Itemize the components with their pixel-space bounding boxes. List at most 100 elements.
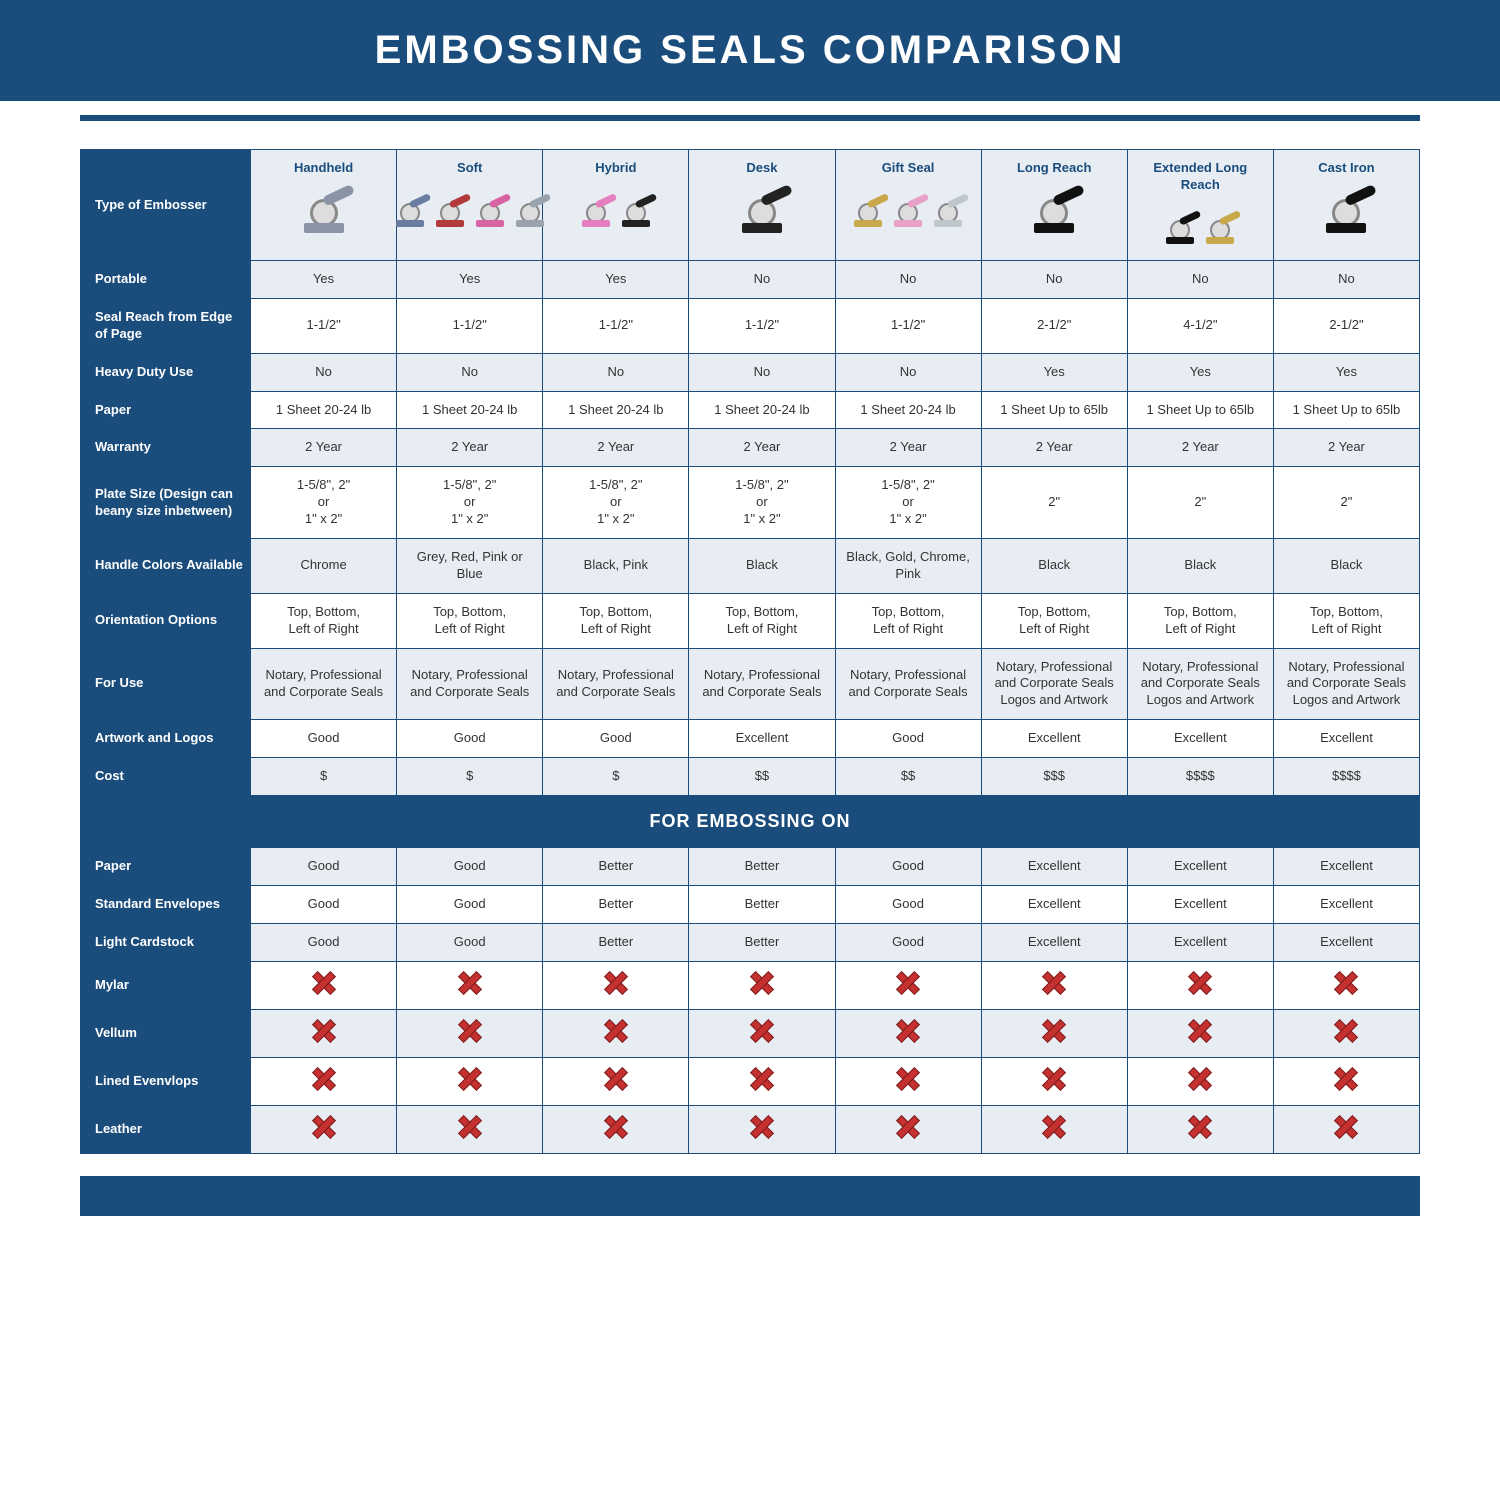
embosser-icon — [930, 183, 966, 227]
table-cell: Top, Bottom, Left of Right — [981, 593, 1127, 648]
table-cell: Excellent — [1127, 720, 1273, 758]
table-cell — [981, 1009, 1127, 1057]
table-row: Paper1 Sheet 20-24 lb1 Sheet 20-24 lb1 S… — [81, 391, 1420, 429]
table-cell: 1-1/2" — [543, 298, 689, 353]
table-cell: Excellent — [1127, 848, 1273, 886]
table-cell: Excellent — [1273, 924, 1419, 962]
table-cell: $ — [543, 758, 689, 796]
table-cell: 1 Sheet 20-24 lb — [543, 391, 689, 429]
table-cell: Black — [1127, 539, 1273, 594]
row-label: Artwork and Logos — [81, 720, 251, 758]
table-cell: Yes — [981, 353, 1127, 391]
table-cell: No — [397, 353, 543, 391]
table-cell: Black, Pink — [543, 539, 689, 594]
table-cell: 2" — [1127, 467, 1273, 539]
embosser-icon — [578, 183, 614, 227]
table-cell — [543, 1105, 689, 1153]
embosser-icon — [1202, 200, 1238, 244]
table-cell: Grey, Red, Pink or Blue — [397, 539, 543, 594]
table-cell — [397, 1105, 543, 1153]
not-supported-icon — [605, 1068, 627, 1090]
table-cell: No — [1273, 261, 1419, 299]
table-cell: Good — [397, 886, 543, 924]
row-label: Portable — [81, 261, 251, 299]
table-cell: $ — [397, 758, 543, 796]
table-cell: No — [835, 353, 981, 391]
row-label: Cost — [81, 758, 251, 796]
embosser-icon — [890, 183, 926, 227]
not-supported-icon — [605, 972, 627, 994]
table-cell: 1-1/2" — [689, 298, 835, 353]
column-header: Extended Long Reach — [1127, 150, 1273, 261]
table-cell: Excellent — [1273, 720, 1419, 758]
table-cell: Excellent — [981, 886, 1127, 924]
table-row: Standard EnvelopesGoodGoodBetterBetterGo… — [81, 886, 1420, 924]
embosser-icon — [296, 183, 352, 233]
embosser-icon — [1318, 183, 1374, 233]
not-supported-icon — [897, 1116, 919, 1138]
table-cell — [981, 962, 1127, 1010]
title-divider — [80, 115, 1420, 121]
table-cell: Good — [251, 924, 397, 962]
table-cell — [1273, 962, 1419, 1010]
table-cell: 1 Sheet 20-24 lb — [835, 391, 981, 429]
column-header: Gift Seal — [835, 150, 981, 261]
table-cell: Good — [251, 720, 397, 758]
table-row: For UseNotary, Professional and Corporat… — [81, 648, 1420, 720]
table-row: Seal Reach from Edge of Page1-1/2"1-1/2"… — [81, 298, 1420, 353]
table-cell: 2 Year — [397, 429, 543, 467]
not-supported-icon — [751, 1020, 773, 1042]
table-cell: Black — [689, 539, 835, 594]
table-cell: $$ — [835, 758, 981, 796]
table-cell: $$ — [689, 758, 835, 796]
table-cell: 1-1/2" — [835, 298, 981, 353]
table-cell: 1-1/2" — [397, 298, 543, 353]
table-cell: No — [835, 261, 981, 299]
not-supported-icon — [1043, 972, 1065, 994]
embosser-icon — [432, 183, 468, 227]
table-cell: 2 Year — [689, 429, 835, 467]
table-cell: Good — [543, 720, 689, 758]
column-header: Hybrid — [543, 150, 689, 261]
table-cell: 1-5/8", 2" or 1" x 2" — [543, 467, 689, 539]
column-header: Desk — [689, 150, 835, 261]
table-cell — [981, 1057, 1127, 1105]
not-supported-icon — [1189, 972, 1211, 994]
embosser-icon — [1162, 200, 1198, 244]
table-cell: 2" — [981, 467, 1127, 539]
table-cell: Black, Gold, Chrome, Pink — [835, 539, 981, 594]
section-header-label: FOR EMBOSSING ON — [81, 796, 1420, 848]
table-cell: 2 Year — [1273, 429, 1419, 467]
table-cell: Yes — [251, 261, 397, 299]
table-cell: Notary, Professional and Corporate Seals — [689, 648, 835, 720]
not-supported-icon — [1043, 1116, 1065, 1138]
table-cell: Better — [689, 886, 835, 924]
table-cell: Good — [835, 848, 981, 886]
table-cell: No — [1127, 261, 1273, 299]
type-of-embosser-header: Type of Embosser — [81, 150, 251, 261]
table-row: Plate Size (Design can beany size inbetw… — [81, 467, 1420, 539]
column-label: Long Reach — [1017, 160, 1091, 177]
table-cell: 1 Sheet 20-24 lb — [397, 391, 543, 429]
not-supported-icon — [1335, 1020, 1357, 1042]
table-cell: Excellent — [1127, 924, 1273, 962]
table-cell — [1273, 1057, 1419, 1105]
table-cell: Notary, Professional and Corporate Seals… — [1273, 648, 1419, 720]
table-cell: Better — [543, 924, 689, 962]
table-cell: Notary, Professional and Corporate Seals — [251, 648, 397, 720]
row-label: Plate Size (Design can beany size inbetw… — [81, 467, 251, 539]
table-cell: Good — [251, 886, 397, 924]
table-cell: Excellent — [689, 720, 835, 758]
table-cell — [689, 962, 835, 1010]
table-row: Cost$$$$$$$$$$$$$$$$$$ — [81, 758, 1420, 796]
table-cell: Notary, Professional and Corporate Seals — [397, 648, 543, 720]
table-cell: Top, Bottom, Left of Right — [1127, 593, 1273, 648]
table-cell: No — [543, 353, 689, 391]
table-cell — [835, 1105, 981, 1153]
table-cell — [251, 1009, 397, 1057]
embosser-icon — [734, 183, 790, 233]
not-supported-icon — [313, 1068, 335, 1090]
table-cell — [835, 1009, 981, 1057]
table-cell: Top, Bottom, Left of Right — [835, 593, 981, 648]
table-cell — [543, 1057, 689, 1105]
